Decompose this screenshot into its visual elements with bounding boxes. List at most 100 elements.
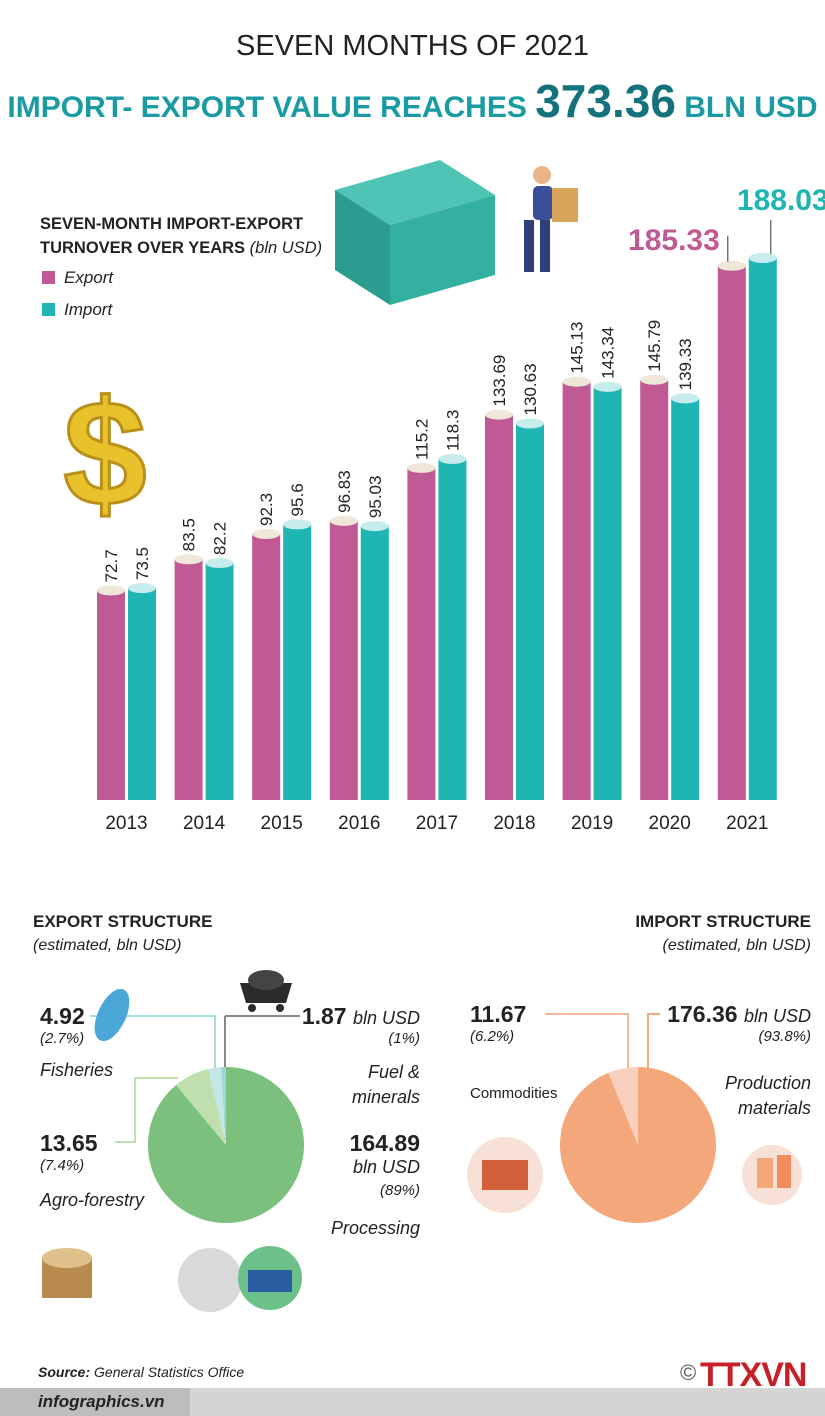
bar: [329, 520, 358, 800]
value-label: 164.89: [349, 1130, 420, 1156]
dollar-icon: $: [63, 369, 146, 537]
chart-unit: (bln USD): [249, 239, 323, 257]
value-label: 72.7: [102, 549, 121, 582]
bar-cap: [128, 583, 156, 594]
bar-cap: [174, 554, 203, 565]
factory-icon: [178, 1246, 302, 1312]
legend-label: Import: [64, 300, 113, 319]
site: infographics.vn: [38, 1392, 165, 1411]
value-label: 4.92: [40, 1003, 85, 1029]
percent-label: (89%): [379, 1182, 420, 1199]
value-label: 13.65: [40, 1130, 98, 1156]
materials-icon: [742, 1145, 802, 1205]
bar: [748, 258, 777, 800]
bar: [485, 414, 513, 800]
headline-unit: BLN USD: [684, 91, 818, 124]
bar: [516, 423, 544, 800]
value-label: 95.03: [366, 476, 385, 519]
x-tick-label: 2013: [105, 813, 147, 834]
x-tick-label: 2021: [726, 813, 768, 834]
pie-slice: [608, 1067, 638, 1145]
value-label: 130.63: [521, 363, 540, 415]
x-tick-label: 2019: [571, 813, 613, 834]
legend-swatch: [42, 271, 55, 284]
pie-value: 164.89: [350, 1130, 420, 1157]
value-label: 92.3: [257, 493, 276, 526]
value-label: 1.87: [301, 1003, 347, 1029]
percent-label: (6.2%): [470, 1028, 515, 1045]
bar-cap: [97, 585, 125, 596]
bar: [593, 386, 622, 800]
value-label-big: 185.33: [628, 224, 720, 257]
x-tick-label: 2015: [261, 813, 303, 834]
value-label: 95.6: [288, 483, 307, 516]
pie-slice: [221, 1067, 226, 1145]
value-label: 73.5: [133, 547, 152, 580]
value-label: 82.2: [211, 522, 230, 555]
value-label: 139.33: [676, 338, 695, 390]
pie-slice: [208, 1067, 226, 1145]
bar-cap: [562, 376, 591, 387]
bar-cap: [516, 418, 544, 429]
bar: [407, 467, 436, 800]
bar: [360, 526, 389, 800]
percent-label: (2.7%): [40, 1030, 85, 1047]
source: Source: General Statistics Office: [38, 1364, 244, 1380]
cart-icon: [467, 1137, 543, 1213]
export-subtitle: (estimated, bln USD): [33, 937, 182, 954]
percent-label: (1%): [388, 1030, 420, 1047]
category-label: Production materials: [724, 1073, 811, 1118]
bar: [671, 398, 700, 800]
unit-label: bln USD: [352, 1157, 420, 1177]
bar: [205, 563, 234, 800]
bar-cap: [671, 393, 700, 404]
bar-cap: [717, 260, 746, 271]
source-label: Source:: [38, 1364, 91, 1380]
worker-icon: [524, 166, 578, 272]
bar-cap: [593, 381, 622, 392]
pie-slice: [148, 1067, 305, 1224]
export-title: EXPORT STRUCTURE: [33, 912, 213, 931]
category-label: Agro-forestry: [40, 1190, 145, 1210]
value-label: 145.13: [568, 322, 587, 374]
pie-value: 176.36 bln USD: [667, 1001, 811, 1028]
chart-title: SEVEN-MONTH IMPORT-EXPORT TURNOVER OVER …: [40, 212, 350, 260]
value-label: 118.3: [443, 410, 462, 451]
x-tick-label: 2018: [493, 813, 535, 834]
category-label: Commodities: [470, 1085, 558, 1102]
bar-cap: [485, 409, 513, 420]
headline: IMPORT- EXPORT VALUE REACHES 373.36 BLN …: [0, 74, 825, 128]
source-text: General Statistics Office: [94, 1364, 245, 1380]
value-label: 115.2: [412, 419, 431, 460]
import-title: IMPORT STRUCTURE: [635, 912, 811, 931]
value-label: 133.69: [490, 355, 509, 407]
bar: [174, 559, 203, 800]
kicker: SEVEN MONTHS OF 2021: [236, 30, 589, 62]
category-label: Fuel & minerals: [351, 1062, 420, 1107]
category-label: Fisheries: [40, 1060, 114, 1080]
bar-cap: [329, 515, 358, 526]
bar-cap: [283, 519, 312, 530]
x-tick-label: 2014: [183, 813, 226, 834]
value-label: 143.34: [599, 327, 618, 379]
value-label-big: 188.03: [737, 184, 825, 217]
headline-text: IMPORT- EXPORT VALUE REACHES: [7, 91, 527, 124]
footer-band: [0, 1388, 190, 1416]
bar-cap: [640, 374, 669, 385]
unit-label: bln USD: [352, 1008, 420, 1028]
bar-cap: [748, 253, 777, 263]
value-label: 83.5: [180, 518, 199, 551]
x-tick-label: 2016: [338, 813, 380, 834]
bar-cap: [252, 528, 281, 539]
bar: [438, 458, 467, 800]
pie-slice: [176, 1069, 226, 1145]
pie-value: 4.92: [40, 1003, 85, 1030]
headline-total: 373.36: [535, 75, 676, 127]
bar-cap: [360, 521, 389, 532]
bar: [283, 524, 312, 800]
unit-label: bln USD: [743, 1006, 811, 1026]
chart-title-text: SEVEN-MONTH IMPORT-EXPORT TURNOVER OVER …: [40, 215, 304, 257]
bar-cap: [438, 453, 467, 464]
x-tick-label: 2020: [649, 813, 691, 834]
